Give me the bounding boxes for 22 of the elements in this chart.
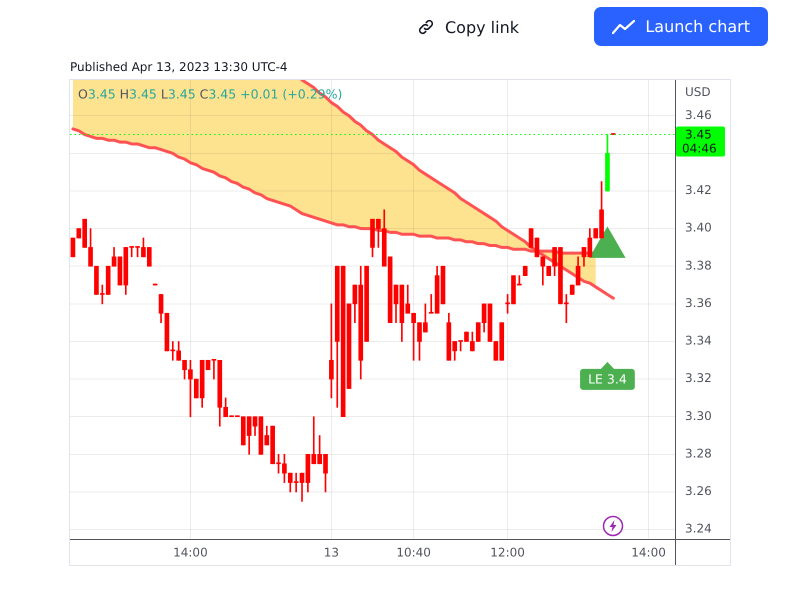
x-tick-label: 14:00 (631, 545, 666, 560)
y-tick-label: 3.30 (685, 408, 712, 423)
y-tick-label: 3.38 (685, 258, 712, 272)
text: 04:46 (682, 142, 717, 156)
y-tick-label: 3.24 (685, 522, 712, 536)
y-tick-label: 3.26 (685, 484, 712, 498)
x-tick-label: 13 (324, 545, 340, 560)
y-axis-title: USD (685, 85, 711, 100)
launch-button: Launch chart (594, 7, 768, 46)
x-tick-label: 14:00 (173, 545, 208, 560)
x-tick-label: 10:40 (396, 545, 431, 560)
y-tick-label: 3.46 (685, 108, 712, 122)
y-tick-label: 3.40 (685, 220, 712, 235)
ref-line-label: 3.45 (685, 128, 712, 142)
y-tick-label: 3.32 (685, 371, 712, 386)
y-tick-label: 3.36 (685, 296, 712, 310)
y-tick-label: 3.42 (685, 183, 712, 198)
y-tick-label: 3.34 (685, 334, 712, 348)
text: Copy link (445, 18, 519, 36)
x-tick-label: 12:00 (490, 545, 525, 560)
text: Published Apr 13, 2023 13:30 UTC-4 (70, 60, 288, 74)
y-tick-label: 3.28 (685, 446, 712, 460)
